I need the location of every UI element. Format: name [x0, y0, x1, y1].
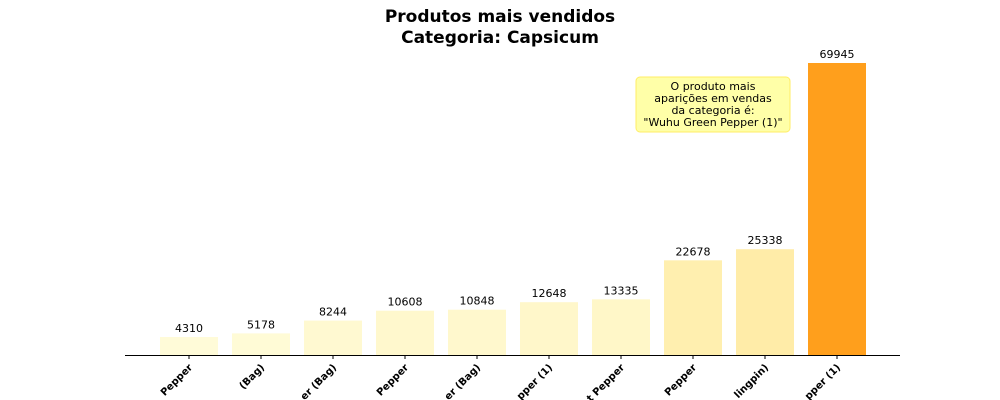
- bar-2: [304, 320, 362, 355]
- annotation-line-1: O produto mais: [671, 80, 756, 93]
- x-ticks-group: Pepper (Bag) er (Bag) Pepper er (Bag) pper (1…: [159, 355, 843, 400]
- x-tick-label-7: Pepper: [663, 362, 699, 398]
- bar-value-label-8: 25338: [748, 234, 783, 247]
- bar-9: [808, 63, 866, 355]
- value-labels-group: 4310 5178 8244 10608 10848 12648 13335 22678 253…: [175, 48, 855, 335]
- bar-value-label-9: 69945: [820, 48, 855, 61]
- x-tick-label-0: Pepper: [159, 362, 195, 398]
- bar-value-label-4: 10848: [460, 295, 495, 308]
- x-tick-label-8: lingpin): [733, 362, 771, 400]
- annotation-box: O produto mais aparições em vendas da ca…: [635, 76, 791, 133]
- bar-8: [736, 249, 794, 355]
- bar-6: [592, 299, 650, 355]
- x-tick-label-2: er (Bag): [299, 362, 339, 400]
- annotation-background: [635, 76, 791, 133]
- x-tick-label-3: Pepper: [375, 362, 411, 398]
- bar-value-label-3: 10608: [388, 296, 423, 309]
- x-tick-label-4: er (Bag): [443, 362, 483, 400]
- bar-7: [664, 260, 722, 355]
- bar-value-label-2: 8244: [319, 306, 347, 319]
- bar-3: [376, 310, 434, 355]
- x-tick-label-1: (Bag): [238, 362, 267, 391]
- bar-value-label-6: 13335: [604, 284, 639, 297]
- annotation-line-3: da categoria é:: [671, 104, 754, 117]
- chart-title-line-2: Categoria: Capsicum: [401, 28, 599, 48]
- bars-group: [160, 63, 866, 355]
- x-tick-label-5: pper (1): [515, 362, 555, 400]
- bar-5: [520, 302, 578, 355]
- bar-value-label-7: 22678: [676, 245, 711, 258]
- bar-4: [448, 309, 506, 355]
- bar-value-label-0: 4310: [175, 322, 203, 335]
- annotation-line-2: aparições em vendas: [654, 92, 772, 105]
- x-tick-label-9: pper (1): [803, 362, 843, 400]
- chart-title-line-1: Produtos mais vendidos: [385, 7, 615, 27]
- bar-value-label-5: 12648: [532, 287, 567, 300]
- bar-0: [160, 337, 218, 355]
- bar-1: [232, 333, 290, 355]
- x-tick-label-6: t Pepper: [585, 362, 627, 400]
- annotation-line-4: "Wuhu Green Pepper (1)": [643, 116, 782, 129]
- bar-value-label-1: 5178: [247, 318, 275, 331]
